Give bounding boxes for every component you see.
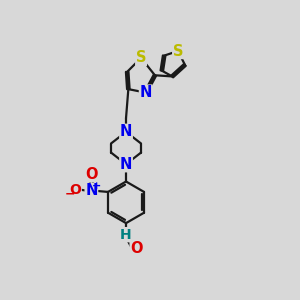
Text: O: O <box>85 167 98 182</box>
Text: −: − <box>65 188 75 201</box>
Text: H: H <box>120 228 132 242</box>
Text: N: N <box>85 183 98 198</box>
Text: O: O <box>69 183 81 196</box>
Text: S: S <box>136 50 146 65</box>
Text: S: S <box>173 44 183 59</box>
Text: N: N <box>120 157 132 172</box>
Text: N: N <box>140 85 152 100</box>
Text: N: N <box>120 124 132 140</box>
Text: +: + <box>92 181 101 191</box>
Text: O: O <box>130 241 143 256</box>
